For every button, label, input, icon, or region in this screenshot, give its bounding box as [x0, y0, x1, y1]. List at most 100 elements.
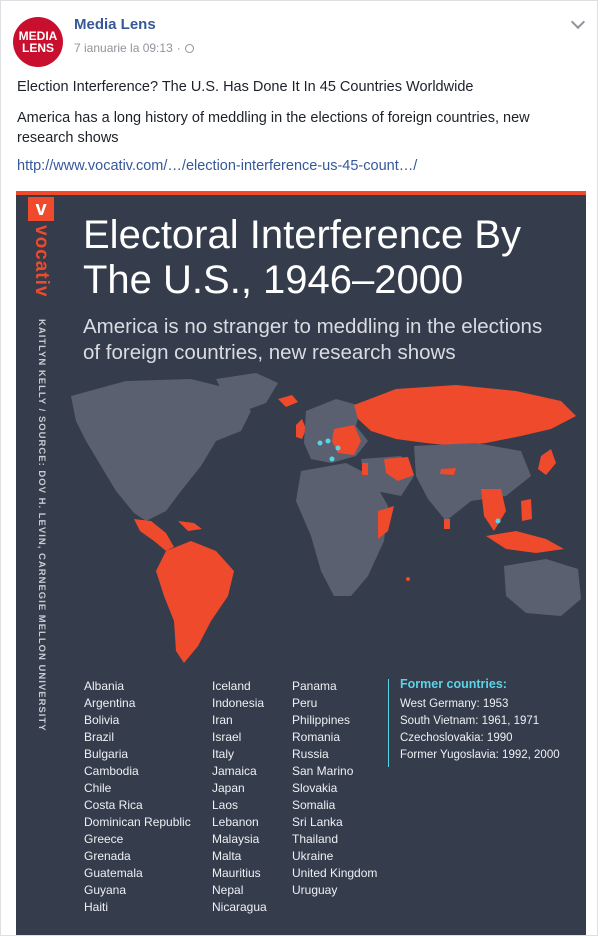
israel-lebanon-highlight — [362, 463, 368, 475]
country-list-item: Bolivia — [84, 713, 120, 727]
former-country-item: Former Yugoslavia: 1992, 2000 — [400, 749, 560, 761]
central-america-highlight — [134, 519, 174, 551]
caribbean-highlight — [178, 521, 202, 531]
brand-vertical: vocativ — [31, 225, 52, 298]
country-list-item: Romania — [292, 730, 341, 744]
country-list-item: Malta — [212, 849, 242, 863]
country-list-item: Nepal — [212, 883, 244, 897]
former-countries-heading: Former countries: — [400, 677, 507, 691]
somalia-highlight — [378, 506, 394, 539]
post-meta: 7 ianuarie la 09:13 · — [74, 41, 194, 55]
country-list-item: Nicaragua — [212, 900, 267, 914]
country-list-item: Dominican Republic — [84, 815, 191, 829]
country-list-item: Guatemala — [84, 866, 143, 880]
author-name[interactable]: Media Lens — [74, 16, 156, 33]
country-list-column-2: Iceland Indonesia Iran Israel Italy Jamaica Ja… — [212, 678, 267, 916]
country-list-item: Iran — [212, 713, 233, 727]
country-list-item: Lebanon — [212, 815, 259, 829]
country-list-item: Malaysia — [212, 832, 260, 846]
iran-highlight — [384, 457, 414, 481]
south-america-highlight — [156, 541, 234, 663]
country-list-item: Ukraine — [292, 849, 334, 863]
country-list-item: Haiti — [84, 900, 109, 914]
country-list-item: Jamaica — [212, 764, 257, 778]
former-country-item: Czechoslovakia: 1990 — [400, 732, 513, 744]
title-line-1: Electoral Interference By — [83, 213, 521, 257]
japan-highlight — [538, 449, 556, 475]
world-map — [71, 373, 581, 663]
globe-icon[interactable] — [184, 43, 194, 53]
russia-highlight — [354, 385, 576, 446]
country-list-item: Chile — [84, 781, 112, 795]
country-list-item: Uruguay — [292, 883, 338, 897]
africa-landmass — [296, 463, 388, 596]
country-list-item: Somalia — [292, 798, 336, 812]
infographic-image[interactable]: v vocativ KAITLYN KELLY / SOURCE: DOV H.… — [16, 191, 586, 935]
country-list-item: Mauritius — [212, 866, 261, 880]
country-list-item: Argentina — [84, 696, 136, 710]
title-line-2: The U.S., 1946–2000 — [83, 258, 464, 302]
nepal-highlight — [440, 468, 456, 475]
country-list-item: San Marino — [292, 764, 354, 778]
small-country-dot — [329, 456, 335, 462]
country-list-item: Sri Lanka — [292, 815, 343, 829]
country-list-item: Grenada — [84, 849, 131, 863]
country-list-item: Albania — [84, 679, 125, 693]
country-list-column-1: Albania Argentina Bolivia Brazil Bulgaria Cam… — [84, 678, 191, 916]
article-link[interactable]: http://www.vocativ.com/…/election-interf… — [17, 158, 418, 174]
country-list-item: United Kingdom — [292, 866, 378, 880]
country-list-item: Brazil — [84, 730, 115, 744]
post-description: America has a long history of meddling i… — [17, 110, 530, 146]
country-list-item: Japan — [212, 781, 245, 795]
subtitle-line-2: of foreign countries, new research shows — [83, 341, 456, 364]
country-list-item: Russia — [292, 747, 329, 761]
iceland-highlight — [278, 395, 298, 407]
avatar[interactable]: MEDIA LENS — [13, 17, 63, 67]
infographic-title: Electoral Interference By The U.S., 1946… — [83, 213, 578, 303]
small-country-dot — [335, 445, 341, 451]
australia-landmass — [504, 559, 581, 616]
country-list-item: Laos — [212, 798, 239, 812]
small-country-dot — [495, 518, 501, 524]
former-countries-list: West Germany: 1953 South Vietnam: 1961, 1… — [400, 696, 560, 764]
country-list-item: Peru — [292, 696, 318, 710]
country-list-item: Indonesia — [212, 696, 265, 710]
former-country-item: West Germany: 1953 — [400, 698, 509, 710]
sri-lanka-highlight — [444, 519, 450, 529]
country-list-item: Panama — [292, 679, 337, 693]
north-america-landmass — [71, 379, 251, 521]
country-list-item: Iceland — [212, 679, 251, 693]
country-list-item: Guyana — [84, 883, 127, 897]
small-country-dot — [325, 438, 331, 444]
country-list-item: Italy — [212, 747, 235, 761]
country-list-item: Greece — [84, 832, 124, 846]
country-list-column-3: Panama Peru Philippines Romania Russia San Ma… — [292, 678, 377, 899]
subtitle-line-1: America is no stranger to meddling in th… — [83, 315, 543, 338]
country-list-item: Costa Rica — [84, 798, 143, 812]
mauritius-highlight — [406, 577, 410, 581]
infographic-subtitle: America is no stranger to meddling in th… — [83, 314, 578, 366]
small-country-dot — [317, 440, 323, 446]
post-headline: Election Interference? The U.S. Has Done… — [17, 79, 474, 95]
indonesia-malaysia-highlight — [486, 531, 564, 553]
top-rule — [16, 191, 586, 195]
country-list-item: Slovakia — [292, 781, 338, 795]
meta-separator: · — [176, 41, 181, 55]
timestamp[interactable]: 7 ianuarie la 09:13 — [74, 41, 173, 55]
philippines-highlight — [521, 499, 532, 521]
country-list-item: Israel — [212, 730, 242, 744]
southeast-asia-highlight — [481, 489, 506, 531]
chevron-down-icon[interactable] — [570, 14, 586, 30]
former-countries-divider — [388, 679, 389, 767]
country-list-item: Philippines — [292, 713, 351, 727]
country-list-item: Bulgaria — [84, 747, 129, 761]
former-country-item: South Vietnam: 1961, 1971 — [400, 715, 540, 727]
uk-highlight — [296, 419, 306, 439]
asia-landmass — [414, 443, 531, 521]
country-list-item: Cambodia — [84, 764, 139, 778]
avatar-text-line1: MEDIA — [18, 29, 58, 43]
vocativ-logo-icon: v — [28, 197, 54, 221]
avatar-text-line2: LENS — [21, 41, 54, 55]
country-list-item: Thailand — [292, 832, 339, 846]
